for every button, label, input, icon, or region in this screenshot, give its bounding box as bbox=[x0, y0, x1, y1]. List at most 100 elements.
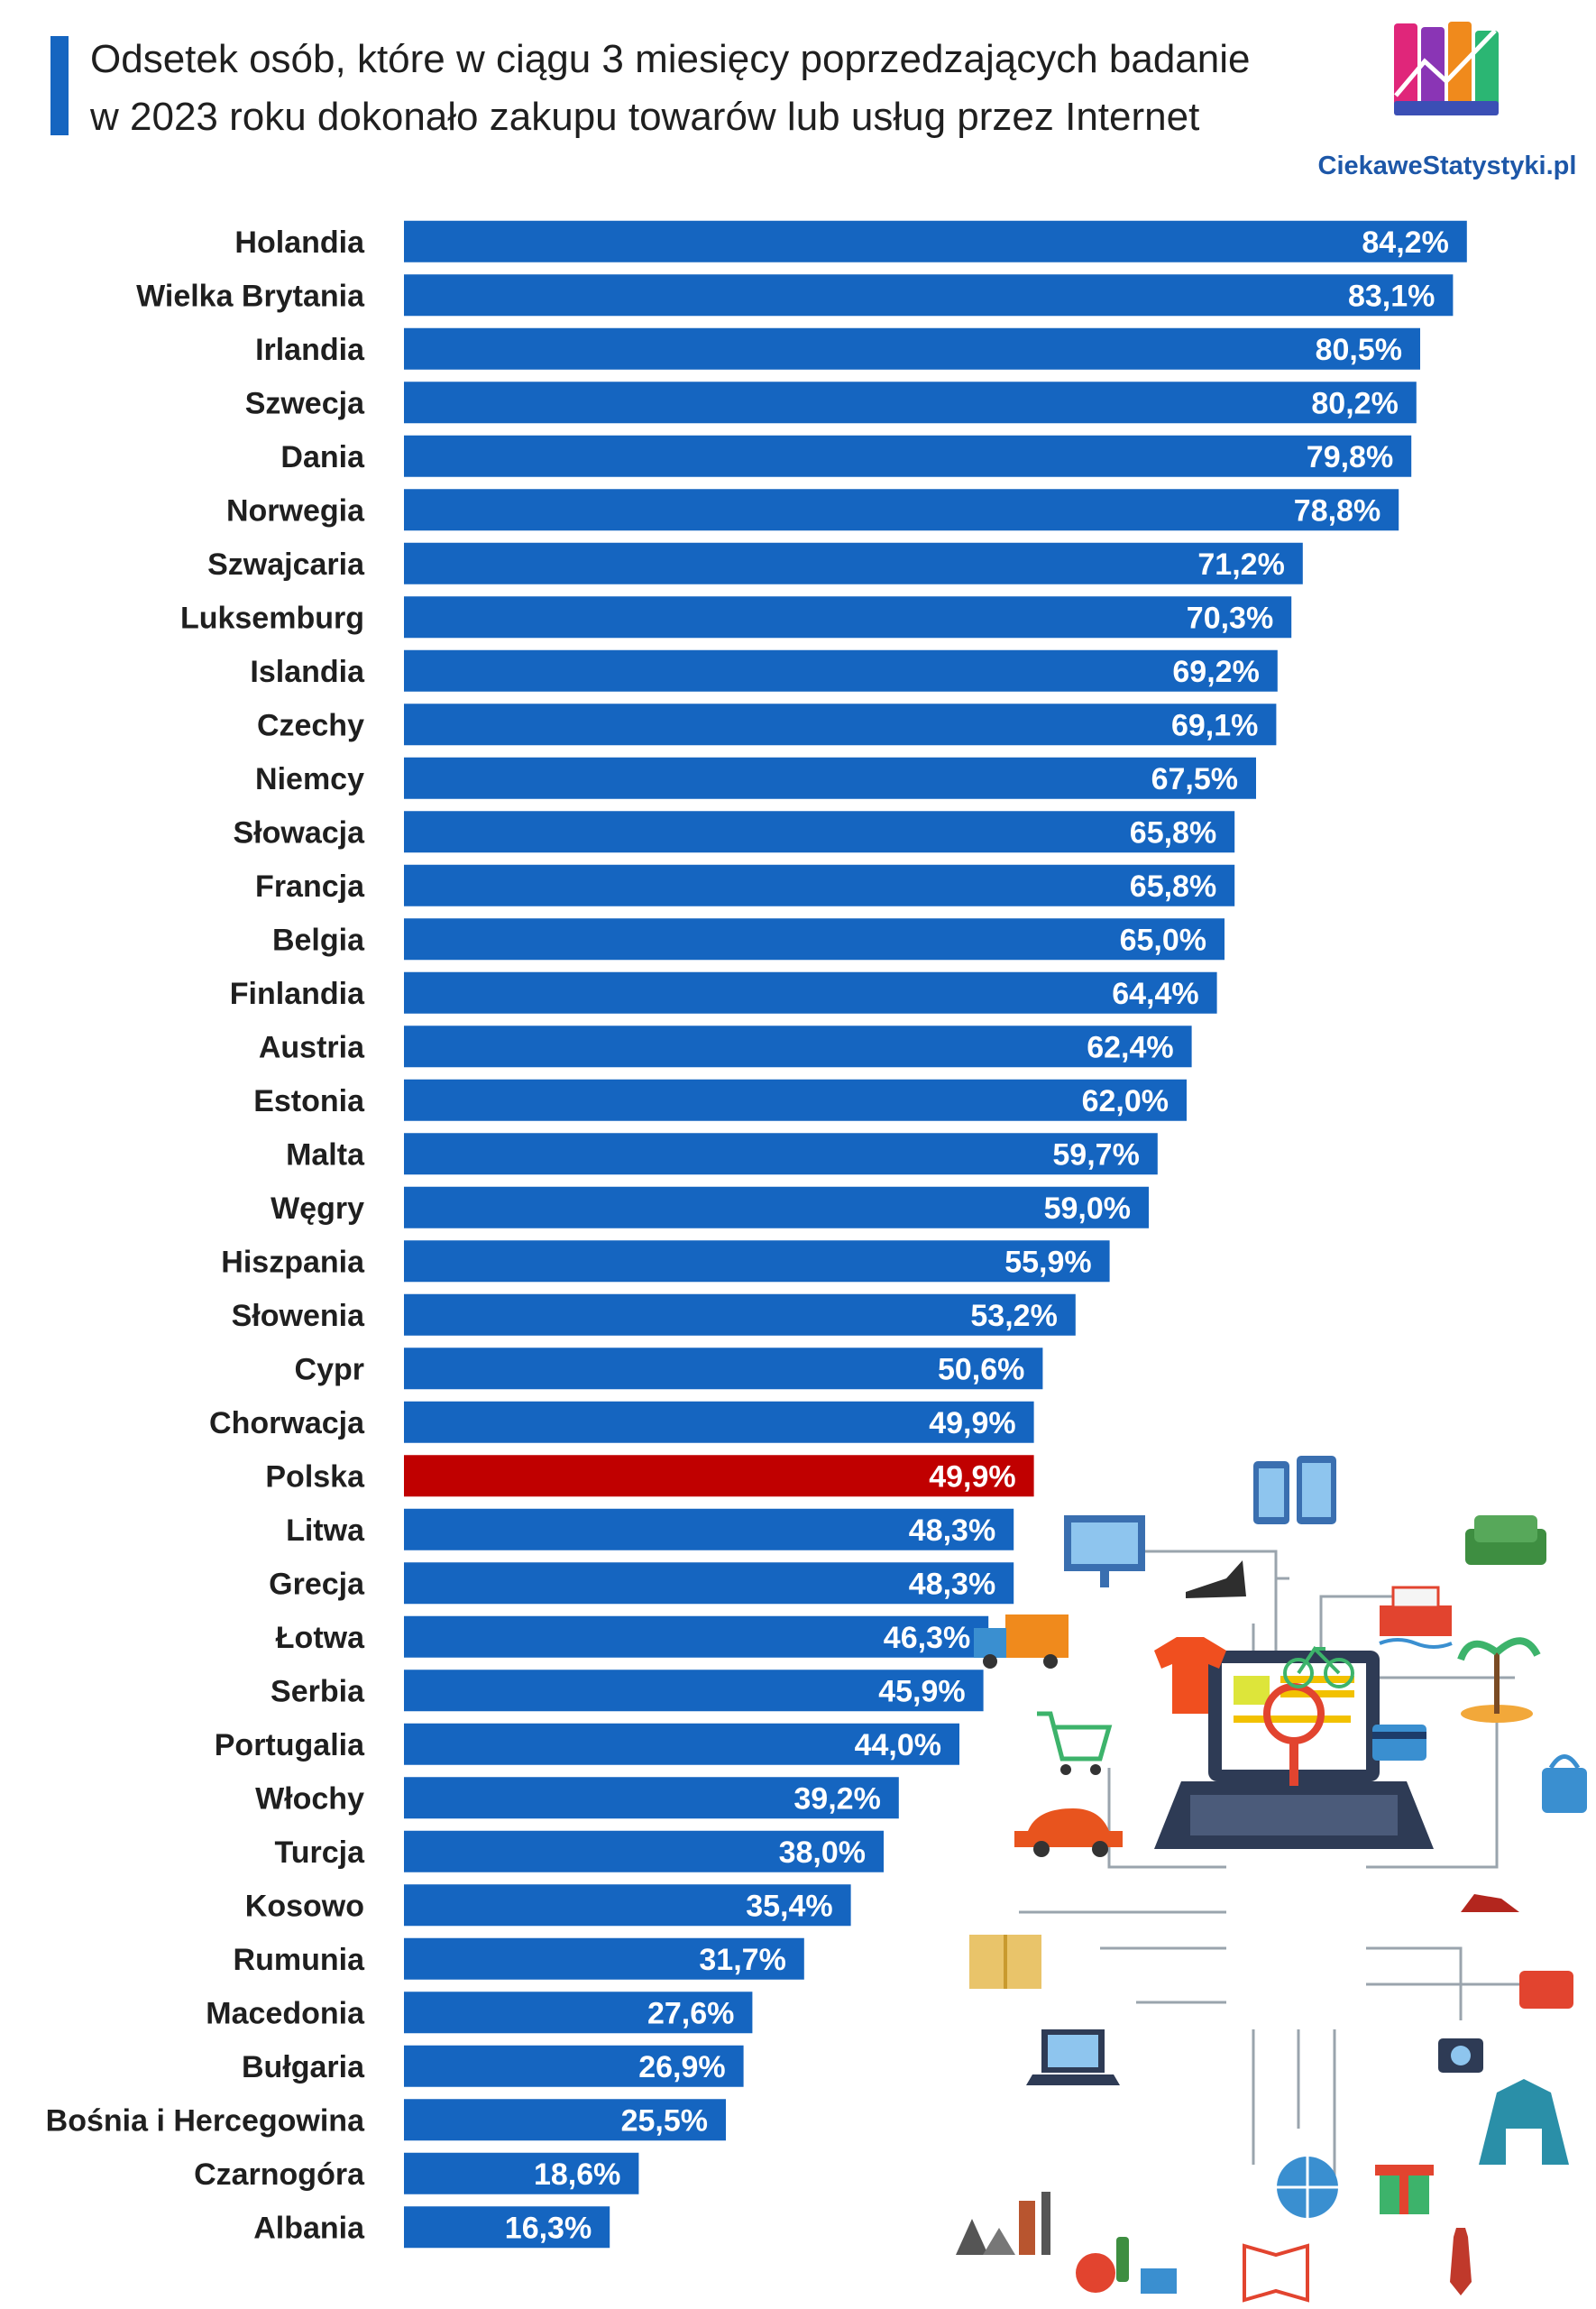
bar bbox=[404, 1240, 1110, 1283]
category-label: Węgry bbox=[271, 1191, 364, 1226]
bar-value-label: 55,9% bbox=[1004, 1245, 1091, 1279]
chart-title: Odsetek osób, które w ciągu 3 miesięcy p… bbox=[90, 31, 1316, 146]
bar-value-label: 46,3% bbox=[884, 1621, 970, 1655]
package-icon bbox=[969, 1935, 1041, 1989]
bar bbox=[404, 1562, 1014, 1605]
chart-title-line-1: Odsetek osób, które w ciągu 3 miesięcy p… bbox=[90, 37, 1251, 81]
ship-icon bbox=[1379, 1586, 1453, 1649]
category-label: Macedonia bbox=[206, 1996, 365, 2030]
bar-value-label: 48,3% bbox=[909, 1513, 995, 1548]
bar bbox=[404, 2045, 744, 2087]
small-laptop-icon bbox=[1026, 2029, 1120, 2085]
category-label: Szwajcaria bbox=[207, 547, 365, 582]
category-label: Wielka Brytania bbox=[136, 279, 365, 313]
sofa-icon bbox=[1465, 1515, 1546, 1565]
category-label: Luksemburg bbox=[180, 601, 364, 635]
bar-value-label: 50,6% bbox=[938, 1352, 1024, 1386]
bar-value-label: 31,7% bbox=[699, 1943, 785, 1977]
globe-plane-icon bbox=[1277, 2157, 1338, 2218]
landmarks-icon bbox=[956, 2192, 1050, 2255]
category-label: Hiszpania bbox=[221, 1245, 365, 1279]
wallet-icon bbox=[1519, 1971, 1573, 2009]
bar bbox=[404, 1508, 1014, 1550]
bar bbox=[404, 1777, 899, 1819]
bar-value-label: 65,8% bbox=[1130, 815, 1216, 850]
category-label: Włochy bbox=[255, 1781, 364, 1816]
bar bbox=[404, 1293, 1076, 1336]
heels-icon bbox=[1186, 1560, 1246, 1598]
bar bbox=[404, 1186, 1149, 1228]
bar-value-label: 49,9% bbox=[929, 1459, 1015, 1494]
palm-island-icon bbox=[1457, 1637, 1541, 1723]
category-label: Litwa bbox=[286, 1513, 365, 1548]
brand-logo: CiekaweStatystyki.pl bbox=[1316, 18, 1578, 189]
category-label: Czechy bbox=[257, 708, 364, 742]
bar bbox=[404, 811, 1235, 853]
logo-bars-icon bbox=[1394, 22, 1499, 115]
bar bbox=[404, 1079, 1187, 1121]
category-label: Cypr bbox=[295, 1352, 364, 1386]
bar-value-label: 39,2% bbox=[793, 1781, 880, 1816]
tie-icon bbox=[1450, 2228, 1472, 2295]
bar bbox=[404, 489, 1399, 531]
bar bbox=[404, 704, 1277, 746]
online-shopping-illustration bbox=[956, 1456, 1587, 2303]
bar-value-label: 64,4% bbox=[1112, 977, 1198, 1011]
shirt-icon bbox=[1154, 1637, 1226, 1714]
bar bbox=[404, 542, 1303, 584]
bar-value-label: 49,9% bbox=[929, 1406, 1015, 1440]
category-label: Grecja bbox=[269, 1567, 365, 1601]
bar-value-label: 79,8% bbox=[1307, 440, 1393, 474]
bar-value-label: 38,0% bbox=[779, 1835, 866, 1870]
shopping-cart-icon bbox=[1037, 1711, 1113, 1775]
bar bbox=[404, 1884, 851, 1927]
logo-text: CiekaweStatystyki.pl bbox=[1317, 152, 1577, 180]
laptop-icon bbox=[1154, 1651, 1434, 1849]
bar bbox=[404, 1992, 753, 2034]
bottle-ball-icon bbox=[1076, 2237, 1177, 2294]
bar-value-label: 78,8% bbox=[1294, 493, 1380, 528]
category-label: Rumunia bbox=[234, 1943, 366, 1977]
bar bbox=[404, 382, 1417, 424]
category-label: Albania bbox=[253, 2211, 365, 2245]
bar-value-label: 59,7% bbox=[1052, 1137, 1139, 1172]
bar-highlighted bbox=[404, 1455, 1034, 1497]
bar bbox=[404, 649, 1278, 692]
category-label: Czarnogóra bbox=[194, 2157, 365, 2192]
bar-value-label: 69,2% bbox=[1172, 655, 1259, 689]
bar-value-label: 71,2% bbox=[1197, 547, 1284, 582]
bar-value-label: 27,6% bbox=[647, 1996, 734, 2030]
bar bbox=[404, 2206, 610, 2249]
credit-card-icon bbox=[1372, 1725, 1426, 1761]
bar bbox=[404, 971, 1217, 1014]
bar-value-label: 26,9% bbox=[638, 2050, 725, 2084]
bar-value-label: 65,0% bbox=[1120, 923, 1206, 957]
bar bbox=[404, 220, 1467, 262]
bar bbox=[404, 918, 1225, 961]
bar bbox=[404, 1401, 1034, 1443]
category-label: Serbia bbox=[271, 1674, 365, 1708]
bar-value-label: 67,5% bbox=[1151, 762, 1238, 796]
bar bbox=[404, 1348, 1043, 1390]
chart-title-line-2: w 2023 roku dokonało zakupu towarów lub … bbox=[90, 95, 1200, 139]
bar-value-label: 53,2% bbox=[970, 1299, 1057, 1333]
category-label: Portugalia bbox=[215, 1728, 365, 1762]
bar bbox=[404, 1133, 1158, 1175]
category-label: Bułgaria bbox=[242, 2050, 365, 2084]
gift-icon bbox=[1375, 2165, 1434, 2214]
category-label: Austria bbox=[259, 1030, 365, 1064]
category-label: Belgia bbox=[272, 923, 365, 957]
bar-value-label: 62,0% bbox=[1082, 1084, 1169, 1118]
handbag-icon bbox=[1542, 1754, 1587, 1813]
bar bbox=[404, 2099, 726, 2141]
bar bbox=[404, 864, 1235, 906]
tablet-icon bbox=[1253, 1456, 1336, 1524]
bar-value-label: 18,6% bbox=[534, 2157, 620, 2192]
category-label: Bośnia i Hercegowina bbox=[46, 2103, 365, 2138]
bar bbox=[404, 1670, 984, 1712]
category-label: Estonia bbox=[253, 1084, 365, 1118]
category-label: Łotwa bbox=[276, 1621, 365, 1655]
bar-value-label: 44,0% bbox=[855, 1728, 941, 1762]
category-label: Irlandia bbox=[255, 333, 365, 367]
